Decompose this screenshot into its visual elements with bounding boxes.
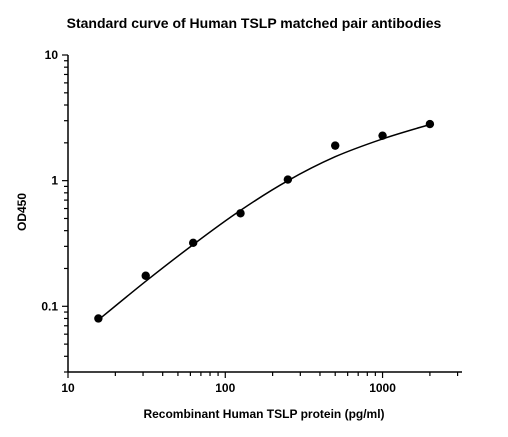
x-tick-label: 1000	[369, 381, 396, 395]
x-tick-label: 10	[61, 381, 75, 395]
data-point	[283, 175, 293, 184]
y-tick-label: 10	[45, 48, 59, 62]
data-point	[141, 271, 150, 280]
data-point	[378, 131, 387, 140]
data-point	[236, 209, 245, 218]
data-point	[94, 314, 103, 323]
data-point	[188, 238, 198, 248]
fit-curve	[97, 123, 431, 321]
data-point	[425, 119, 435, 129]
data-points	[94, 119, 435, 323]
x-axis-label: Recombinant Human TSLP protein (pg/ml)	[143, 407, 384, 421]
y-tick-label: 1	[51, 174, 58, 188]
x-tick-label: 100	[215, 381, 235, 395]
axes	[67, 55, 462, 373]
y-axis-label: OD450	[15, 193, 29, 231]
ticks: 10 100 1000 0.1 1 10	[41, 48, 459, 395]
data-point	[331, 141, 340, 150]
chart-title: Standard curve of Human TSLP matched pai…	[67, 15, 442, 31]
y-tick-label: 0.1	[41, 299, 58, 313]
